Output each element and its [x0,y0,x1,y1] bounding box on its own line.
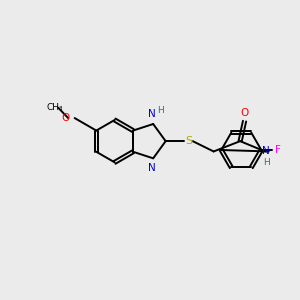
Text: N: N [148,109,156,119]
Text: F: F [275,145,281,155]
Text: H: H [263,158,270,167]
Text: N: N [262,146,270,157]
Text: CH₃: CH₃ [47,103,64,112]
Text: S: S [185,136,192,146]
Text: O: O [240,108,249,118]
Text: O: O [61,113,69,123]
Text: H: H [157,106,164,115]
Text: N: N [148,163,156,173]
